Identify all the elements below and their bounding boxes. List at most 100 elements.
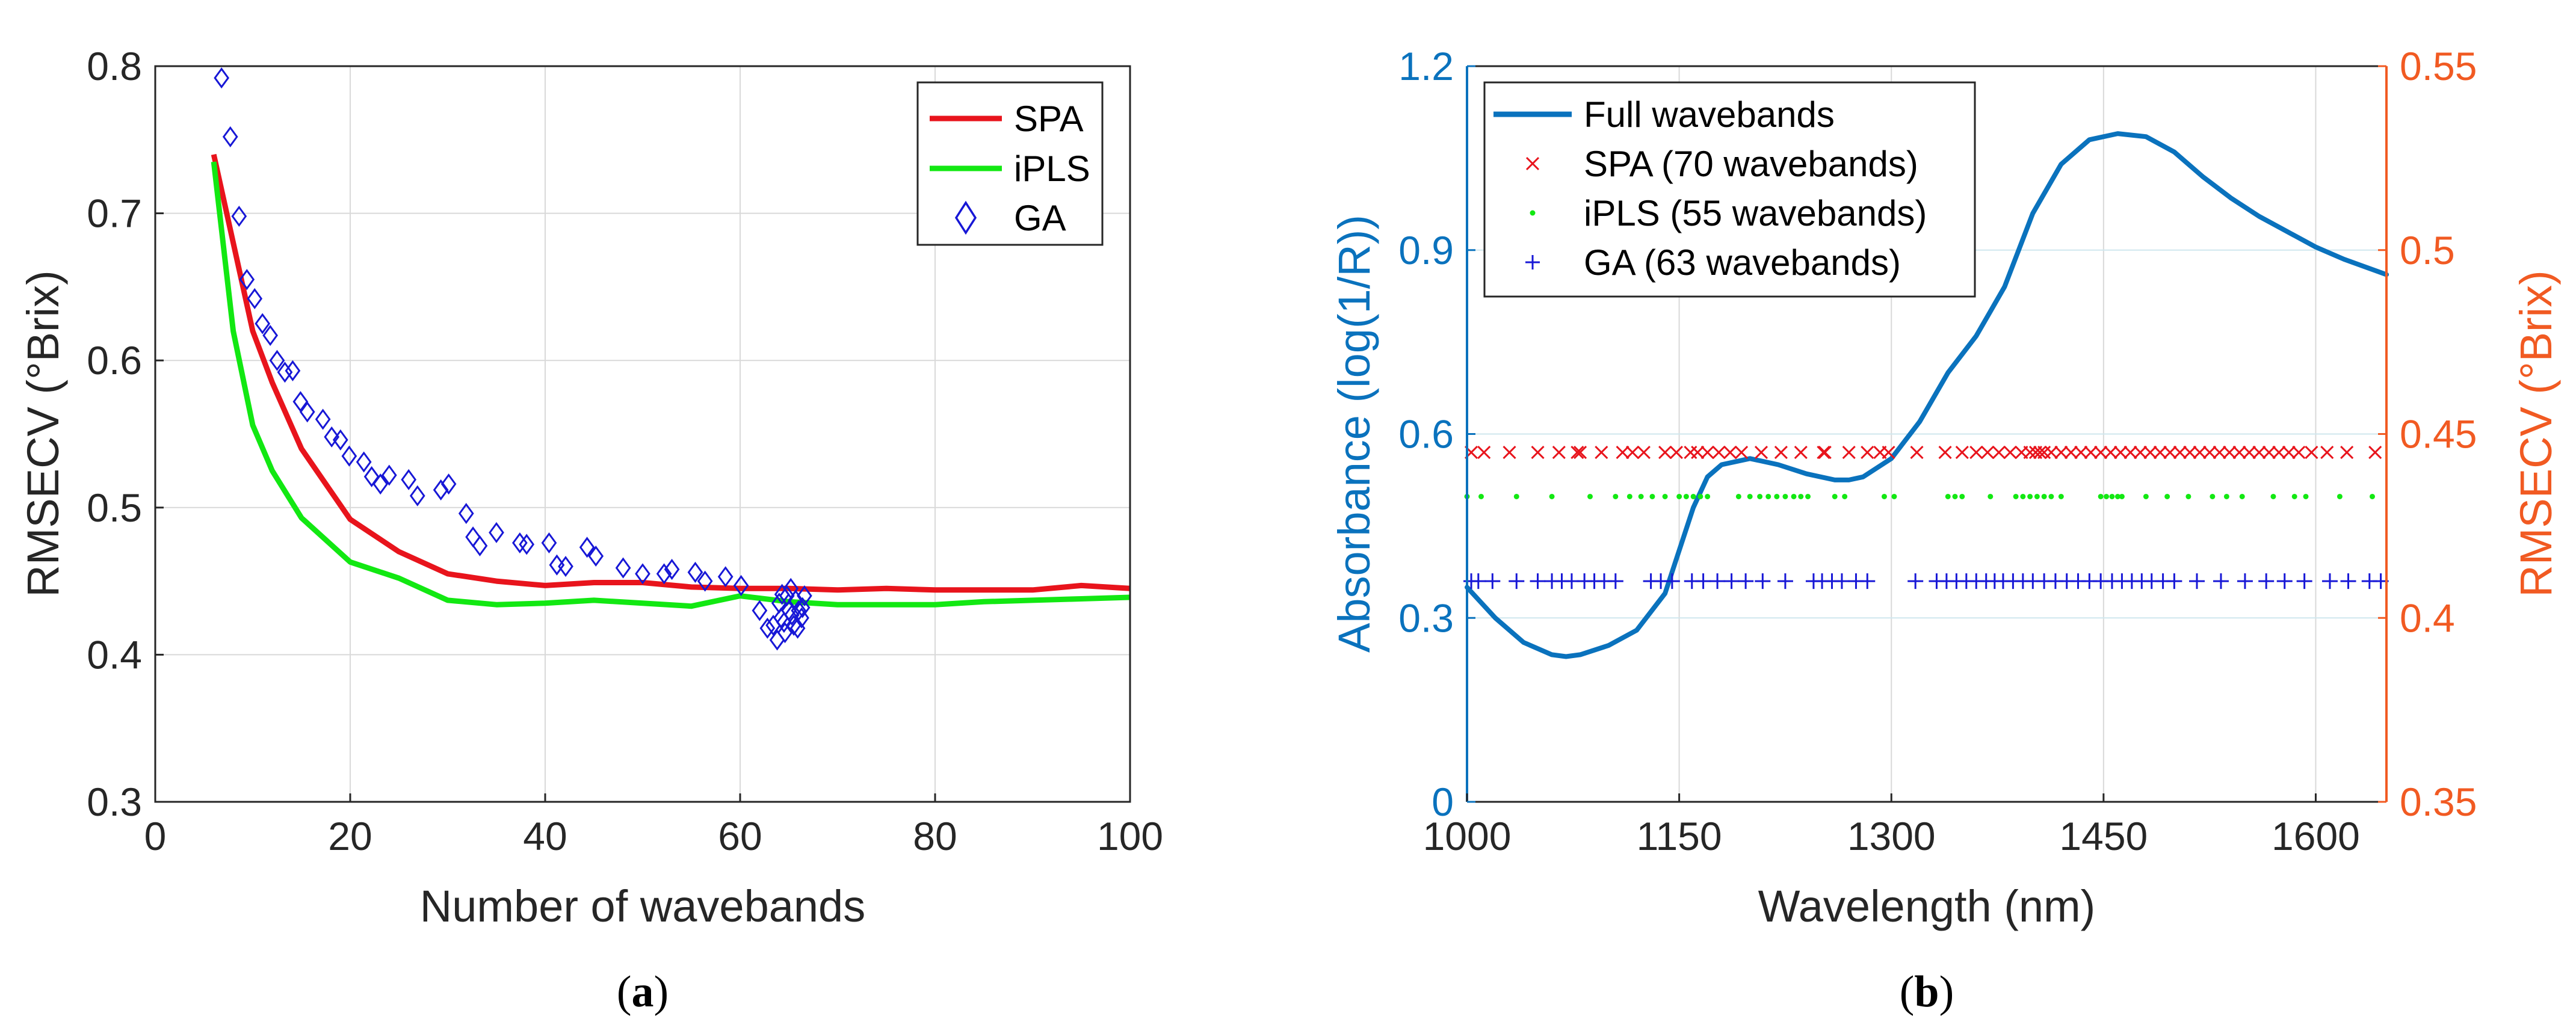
ipls-selected-waveband-marker <box>1782 493 1788 499</box>
spa-selected-waveband-marker <box>1969 446 1983 460</box>
ga-diamond-point <box>687 561 703 583</box>
plot-b-legend-box <box>1483 81 1976 298</box>
spa-selected-waveband-marker <box>1817 446 1830 460</box>
ipls-selected-waveband-marker <box>1988 493 1994 499</box>
ga-diamond-point <box>458 503 474 525</box>
x-tick-label: 1000 <box>1423 814 1512 858</box>
spa-selected-waveband-marker <box>2320 446 2334 460</box>
spa-selected-waveband-marker <box>1658 446 1672 460</box>
spa-selected-waveband-marker <box>1712 446 1726 460</box>
ga-diamond-point <box>794 607 809 629</box>
y-left-tick-label: 0.6 <box>1398 412 1454 457</box>
ga-diamond-point <box>664 558 680 580</box>
ga-diamond-point <box>363 466 380 487</box>
legend-full-label: Full wavebands <box>1584 94 1835 135</box>
spa-selected-waveband-marker <box>2272 446 2286 460</box>
panel-b-caption-open: ( <box>1900 967 1915 1017</box>
ipls-selected-waveband-marker <box>1697 493 1703 499</box>
spa-selected-waveband-marker <box>1774 446 1788 460</box>
ga-diamond-point <box>472 535 488 556</box>
ga-diamond-point <box>247 288 263 310</box>
ipls-selected-waveband-marker <box>2098 493 2104 499</box>
panel-a-caption-letter: a <box>632 967 654 1017</box>
ipls-selected-waveband-marker <box>1842 493 1848 499</box>
ipls-selected-waveband-marker <box>1832 493 1838 499</box>
ga-diamond-point <box>788 589 804 611</box>
ipls-selected-waveband-marker <box>2048 493 2054 499</box>
y-right-tick-label: 0.5 <box>2400 228 2455 272</box>
spa-selected-waveband-marker <box>2203 446 2217 460</box>
y-tick-label: 0.4 <box>87 632 142 677</box>
legend-spa-wavebands-label: SPA (70 wavebands) <box>1584 144 1918 184</box>
ipls-selected-waveband-marker <box>2164 493 2170 499</box>
spa-selected-waveband-marker <box>2133 446 2148 460</box>
ipls-selected-waveband-marker <box>1952 493 1958 499</box>
ga-diamond-point <box>324 426 340 448</box>
ga-diamond-point <box>697 570 713 592</box>
ga-diamond-point <box>239 269 255 291</box>
ga-diamond-point <box>656 563 672 585</box>
spa-selected-waveband-marker <box>2074 446 2088 460</box>
ga-selected-waveband-marker <box>1664 573 1680 589</box>
spa-selected-waveband-marker <box>2044 446 2058 460</box>
ipls-selected-waveband-marker <box>1549 493 1555 499</box>
ga-diamond-point <box>774 583 790 605</box>
ga-diamond-point <box>409 485 425 506</box>
ipls-selected-waveband-marker <box>2239 493 2245 499</box>
spa-selected-waveband-marker <box>2094 446 2108 460</box>
ipls-selected-waveband-marker <box>2109 493 2115 499</box>
spa-selected-waveband-marker <box>2262 446 2276 460</box>
spa-selected-waveband-marker <box>2292 446 2306 460</box>
ga-diamond-point <box>759 617 776 639</box>
spa-selected-waveband-marker <box>1818 446 1832 460</box>
ipls-selected-waveband-marker <box>1705 493 1711 499</box>
ipls-selected-waveband-marker <box>2223 493 2229 499</box>
panel-a-caption-open: ( <box>617 967 632 1017</box>
ipls-selected-waveband-marker <box>1959 493 1965 499</box>
legend-ga-label: GA <box>1014 198 1066 238</box>
ga-selected-waveband-marker <box>1738 573 1754 589</box>
spa-selected-waveband-marker <box>2193 446 2207 460</box>
ga-selected-waveband-marker <box>1710 573 1726 589</box>
ipls-selected-waveband-marker <box>1478 493 1484 499</box>
ga-diamond-point <box>489 522 504 543</box>
plot-a-ylabel: RMSECV (°Brix) <box>18 270 68 597</box>
ga-selected-waveband-marker <box>1833 573 1850 589</box>
y-right-tick-label: 0.4 <box>2400 596 2455 640</box>
spa-selected-waveband-marker <box>1571 446 1584 460</box>
x-tick-label: 40 <box>523 814 567 858</box>
ga-diamond-point <box>269 349 285 371</box>
ga-diamond-point <box>381 464 397 486</box>
ga-diamond-point <box>292 391 309 413</box>
ipls-selected-waveband-marker <box>1735 493 1741 499</box>
x-tick-label: 20 <box>328 814 372 858</box>
ga-diamond-point <box>341 445 357 467</box>
ipls-selected-waveband-marker <box>2210 493 2216 499</box>
x-tick-label: 60 <box>718 814 762 858</box>
ipls-selected-waveband-marker <box>2337 493 2343 499</box>
legend-spa-marker <box>1525 156 1540 171</box>
ipls-selected-waveband-marker <box>2291 493 2297 499</box>
ga-diamond-point <box>783 604 800 626</box>
spa-selected-waveband-marker <box>1691 446 1705 460</box>
spa-selected-waveband-marker <box>2340 446 2354 460</box>
ipls-selected-waveband-marker <box>1690 493 1696 499</box>
ga-selected-waveband-marker <box>1530 573 1546 589</box>
spa-selected-waveband-marker <box>2183 446 2197 460</box>
legend-spa-label: SPA <box>1014 99 1084 139</box>
ga-selected-waveband-marker <box>1723 573 1740 589</box>
ipls-selected-waveband-marker <box>2041 493 2047 499</box>
ga-diamond-point <box>315 408 331 430</box>
ga-selected-waveband-marker <box>1484 573 1501 589</box>
ga-diamond-point <box>401 469 417 490</box>
y-left-tick-label: 0 <box>1432 780 1454 824</box>
plot-a-frame <box>154 65 1131 803</box>
spa-selected-waveband-marker <box>2163 446 2177 460</box>
spa-selected-waveband-marker <box>1477 446 1491 460</box>
panel-b-caption-close: ) <box>1939 967 1954 1017</box>
spa-selected-waveband-marker <box>2033 446 2047 460</box>
ga-selected-waveband-marker <box>1907 573 1924 589</box>
ga-selected-waveband-marker <box>2258 573 2275 589</box>
ga-selected-waveband-marker <box>1859 573 1876 589</box>
spa-selected-waveband-marker <box>2305 446 2318 460</box>
